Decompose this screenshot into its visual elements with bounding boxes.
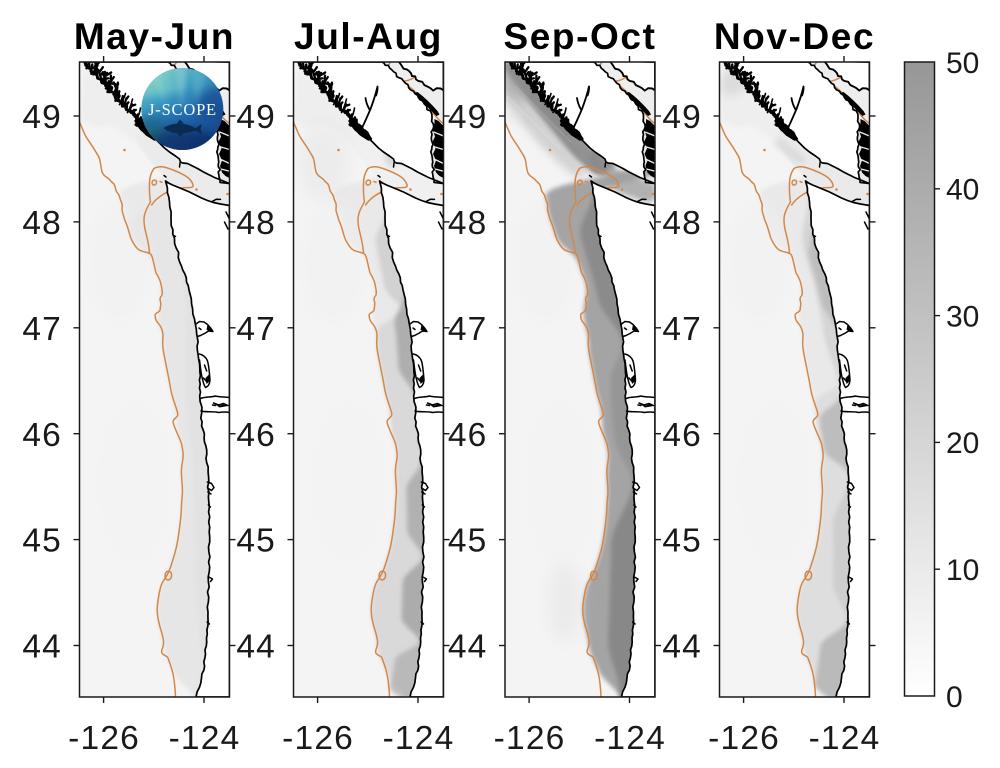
svg-text:-124: -124 [169, 720, 241, 757]
svg-text:44: 44 [236, 629, 276, 666]
svg-text:-126: -126 [282, 720, 354, 757]
svg-text:Nov-Dec: Nov-Dec [714, 16, 875, 57]
svg-text:50: 50 [946, 47, 979, 80]
svg-text:45: 45 [236, 523, 276, 560]
svg-text:45: 45 [22, 523, 62, 560]
svg-text:-124: -124 [809, 720, 881, 757]
svg-text:0: 0 [946, 681, 963, 714]
svg-text:Sep-Oct: Sep-Oct [503, 16, 656, 57]
svg-text:47: 47 [448, 311, 488, 348]
svg-text:49: 49 [662, 99, 702, 136]
svg-text:47: 47 [236, 311, 276, 348]
svg-text:49: 49 [22, 99, 62, 136]
svg-text:46: 46 [22, 417, 62, 454]
svg-text:46: 46 [236, 417, 276, 454]
svg-text:-126: -126 [494, 720, 566, 757]
svg-text:-124: -124 [383, 720, 455, 757]
svg-text:40: 40 [946, 174, 979, 207]
svg-text:30: 30 [946, 300, 979, 333]
svg-text:44: 44 [448, 629, 488, 666]
svg-text:10: 10 [946, 554, 979, 587]
svg-text:49: 49 [448, 99, 488, 136]
svg-text:48: 48 [448, 205, 488, 242]
svg-text:47: 47 [22, 311, 62, 348]
svg-text:47: 47 [662, 311, 702, 348]
svg-text:-124: -124 [594, 720, 666, 757]
svg-text:44: 44 [22, 629, 62, 666]
svg-text:49: 49 [236, 99, 276, 136]
svg-text:May-Jun: May-Jun [74, 16, 235, 57]
svg-text:46: 46 [448, 417, 488, 454]
svg-text:48: 48 [236, 205, 276, 242]
svg-text:-126: -126 [68, 720, 140, 757]
svg-text:Jul-Aug: Jul-Aug [294, 16, 443, 57]
svg-text:44: 44 [662, 629, 702, 666]
svg-text:45: 45 [662, 523, 702, 560]
svg-text:-126: -126 [708, 720, 780, 757]
svg-text:46: 46 [662, 417, 702, 454]
svg-text:48: 48 [662, 205, 702, 242]
svg-text:45: 45 [448, 523, 488, 560]
svg-text:48: 48 [22, 205, 62, 242]
svg-text:J-SCOPE: J-SCOPE [148, 100, 217, 119]
svg-text:20: 20 [946, 427, 979, 460]
